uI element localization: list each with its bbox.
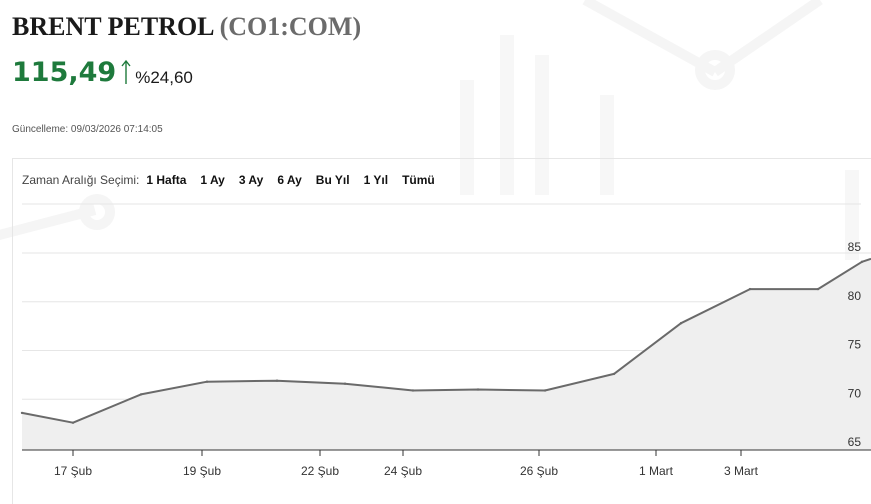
- y-tick-label: 75: [848, 338, 862, 352]
- x-tick-label: 1 Mart: [639, 464, 674, 478]
- update-timestamp: Güncelleme: 09/03/2026 07:14:05: [12, 124, 163, 135]
- y-tick-label: 85: [848, 240, 862, 254]
- data-point: [612, 372, 616, 376]
- time-range-selector: Zaman Aralığı Seçimi: 1 Hafta 1 Ay 3 Ay …: [22, 173, 435, 187]
- range-1-week-button[interactable]: 1 Hafta: [146, 173, 187, 187]
- x-tick-label: 17 Şub: [54, 464, 92, 478]
- price-row: 115,49 %24,60: [12, 56, 193, 90]
- commodity-code: (CO1:COM): [219, 12, 362, 41]
- x-tick-label: 19 Şub: [183, 464, 221, 478]
- data-point: [275, 379, 279, 382]
- y-tick-label: 80: [848, 289, 862, 303]
- data-point: [139, 393, 143, 396]
- range-6-months-button[interactable]: 6 Ay: [277, 173, 302, 187]
- page-title: BRENT PETROL (CO1:COM): [12, 12, 361, 42]
- series-area: [22, 258, 871, 450]
- data-point: [748, 287, 752, 291]
- data-point: [343, 382, 347, 385]
- data-point: [71, 421, 75, 424]
- data-point: [476, 388, 480, 391]
- data-point: [679, 322, 683, 325]
- x-tick-label: 24 Şub: [384, 464, 422, 478]
- x-tick-label: 22 Şub: [301, 464, 339, 478]
- data-point: [20, 411, 24, 415]
- price-change: %24,60: [135, 68, 193, 87]
- chart-panel: [12, 158, 871, 504]
- range-1-year-button[interactable]: 1 Yıl: [363, 173, 389, 187]
- x-tick-label: 26 Şub: [520, 464, 558, 478]
- range-this-year-button[interactable]: Bu Yıl: [315, 173, 350, 187]
- time-range-label: Zaman Aralığı Seçimi:: [22, 173, 140, 187]
- data-point: [205, 380, 209, 383]
- commodity-name: BRENT PETROL: [12, 12, 214, 41]
- data-point: [860, 260, 864, 263]
- y-tick-label: 65: [848, 435, 862, 449]
- range-3-months-button[interactable]: 3 Ay: [238, 173, 264, 187]
- arrow-up-icon: [121, 59, 131, 84]
- x-tick-label: 3 Mart: [724, 464, 759, 478]
- current-price: 115,49: [12, 57, 117, 88]
- range-all-button[interactable]: Tümü: [402, 173, 435, 187]
- y-tick-label: 70: [848, 386, 862, 400]
- range-1-month-button[interactable]: 1 Ay: [200, 173, 225, 187]
- data-point: [816, 287, 820, 291]
- data-point: [411, 389, 415, 392]
- data-point: [543, 389, 547, 392]
